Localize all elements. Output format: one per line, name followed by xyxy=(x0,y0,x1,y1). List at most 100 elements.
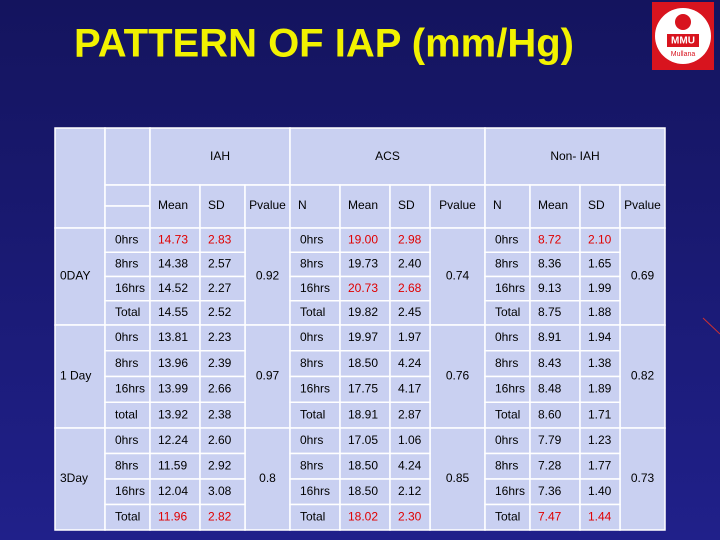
cell xyxy=(104,503,151,531)
cell xyxy=(199,227,246,253)
value-cell: 14.73 xyxy=(158,232,188,246)
cell xyxy=(484,300,531,326)
cell xyxy=(289,324,341,352)
p-value: 0.92 xyxy=(256,269,280,283)
cell xyxy=(484,478,531,506)
row-label: Total xyxy=(495,407,520,421)
cell xyxy=(579,452,621,480)
value-cell: 1.38 xyxy=(588,356,612,370)
value-cell: 2.52 xyxy=(208,305,232,319)
row-label: Total xyxy=(300,407,325,421)
cell xyxy=(289,503,341,531)
value-cell: 8.60 xyxy=(538,407,562,421)
cell xyxy=(429,227,486,326)
row-label: 8hrs xyxy=(300,458,323,472)
logo-place: Mullana xyxy=(671,51,696,58)
decoration xyxy=(702,317,720,335)
value-cell: 8.91 xyxy=(538,330,562,344)
value-cell: 2.60 xyxy=(208,433,232,447)
cell xyxy=(529,452,581,480)
cell xyxy=(389,227,431,253)
row-label: 16hrs xyxy=(300,484,330,498)
value-cell: 2.23 xyxy=(208,330,232,344)
cell xyxy=(199,375,246,403)
logo-badge xyxy=(667,34,699,47)
row-label: Total xyxy=(115,509,140,523)
value-cell: 4.17 xyxy=(398,382,422,396)
value-cell: 13.99 xyxy=(158,382,188,396)
value-cell: 18.02 xyxy=(348,509,378,523)
cell xyxy=(484,184,531,229)
cell xyxy=(339,227,391,253)
p-value: 0.85 xyxy=(446,471,470,485)
value-cell: 2.38 xyxy=(208,407,232,421)
cell xyxy=(104,205,151,229)
row-label: 16hrs xyxy=(495,382,525,396)
value-cell: 14.38 xyxy=(158,257,188,271)
value-cell: 4.24 xyxy=(398,458,422,472)
column-header: N xyxy=(493,198,502,212)
cell xyxy=(339,324,391,352)
cell xyxy=(104,251,151,278)
p-value: 0.76 xyxy=(446,369,470,383)
slide-title: PATTERN OF IAP (mm/Hg) xyxy=(74,22,574,66)
value-cell: 14.52 xyxy=(158,281,188,295)
cell xyxy=(579,427,621,455)
value-cell: 2.68 xyxy=(398,281,422,295)
cell xyxy=(199,251,246,278)
row-label: 0hrs xyxy=(300,433,323,447)
cell xyxy=(244,427,291,531)
cell xyxy=(104,350,151,378)
cell xyxy=(579,275,621,302)
cell xyxy=(244,184,291,229)
logo-crest xyxy=(675,14,691,30)
row-label: 16hrs xyxy=(495,281,525,295)
column-header: Mean xyxy=(348,198,378,212)
cell xyxy=(389,503,431,531)
table: IAH ACS Non- IAH Mean SD Pvalue N Mean SD Pvalue N… xyxy=(54,127,666,531)
row-label: 16hrs xyxy=(115,484,145,498)
value-cell: 2.27 xyxy=(208,281,232,295)
value-cell: 1.97 xyxy=(398,330,422,344)
cell xyxy=(619,427,666,531)
day-label: 1 Day xyxy=(60,369,91,383)
value-cell: 2.57 xyxy=(208,257,232,271)
cell xyxy=(149,478,201,506)
cell xyxy=(429,324,486,429)
row-label: 16hrs xyxy=(300,382,330,396)
logo: MMU Mullana xyxy=(652,2,714,70)
cell xyxy=(579,300,621,326)
value-cell: 2.92 xyxy=(208,458,232,472)
value-cell: 1.23 xyxy=(588,433,612,447)
row-label: 16hrs xyxy=(495,484,525,498)
cell xyxy=(529,184,581,229)
cell xyxy=(579,503,621,531)
cell xyxy=(199,401,246,429)
row-label: 0hrs xyxy=(115,330,138,344)
value-cell: 9.13 xyxy=(538,281,562,295)
cell xyxy=(199,324,246,352)
value-cell: 1.40 xyxy=(588,484,612,498)
column-header: SD xyxy=(398,198,415,212)
cell xyxy=(289,251,341,278)
row-label: Total xyxy=(300,509,325,523)
row-label: 8hrs xyxy=(115,356,138,370)
row-label: 8hrs xyxy=(300,257,323,271)
cell xyxy=(529,375,581,403)
cell xyxy=(199,275,246,302)
value-cell: 17.05 xyxy=(348,433,378,447)
value-cell: 2.45 xyxy=(398,305,422,319)
cell xyxy=(389,324,431,352)
value-cell: 2.66 xyxy=(208,382,232,396)
value-cell: 1.88 xyxy=(588,305,612,319)
value-cell: 1.06 xyxy=(398,433,422,447)
value-cell: 18.50 xyxy=(348,458,378,472)
cell xyxy=(149,300,201,326)
column-header: Pvalue xyxy=(439,198,476,212)
value-cell: 19.00 xyxy=(348,232,378,246)
cell xyxy=(529,427,581,455)
value-cell: 8.48 xyxy=(538,382,562,396)
value-cell: 7.36 xyxy=(538,484,562,498)
cell xyxy=(104,127,151,186)
